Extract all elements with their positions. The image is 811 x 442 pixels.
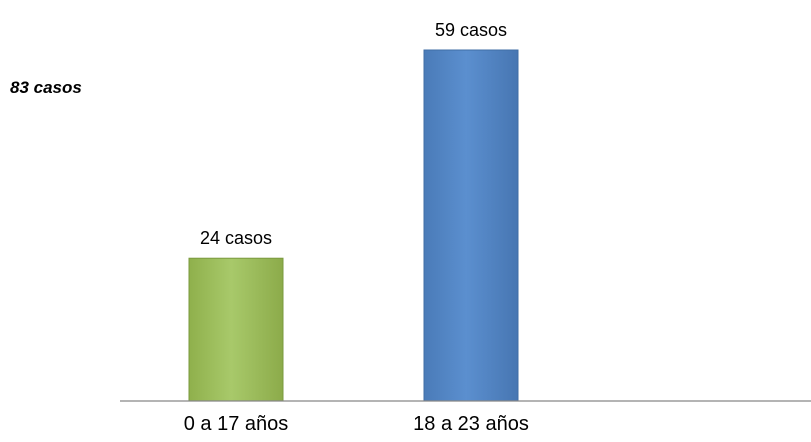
- x-tick-label-18-a-23-anos: 18 a 23 años: [413, 413, 529, 435]
- bar-0-a-17-anos: [188, 257, 284, 402]
- total-cases-annotation: 83 casos: [10, 78, 82, 97]
- data-label-0-a-17-anos: 24 casos: [200, 228, 272, 248]
- data-label-18-a-23-anos: 59 casos: [435, 20, 507, 40]
- bar-18-a-23-anos: [423, 49, 519, 402]
- x-tick-label-0-a-17-anos: 0 a 17 años: [184, 413, 289, 435]
